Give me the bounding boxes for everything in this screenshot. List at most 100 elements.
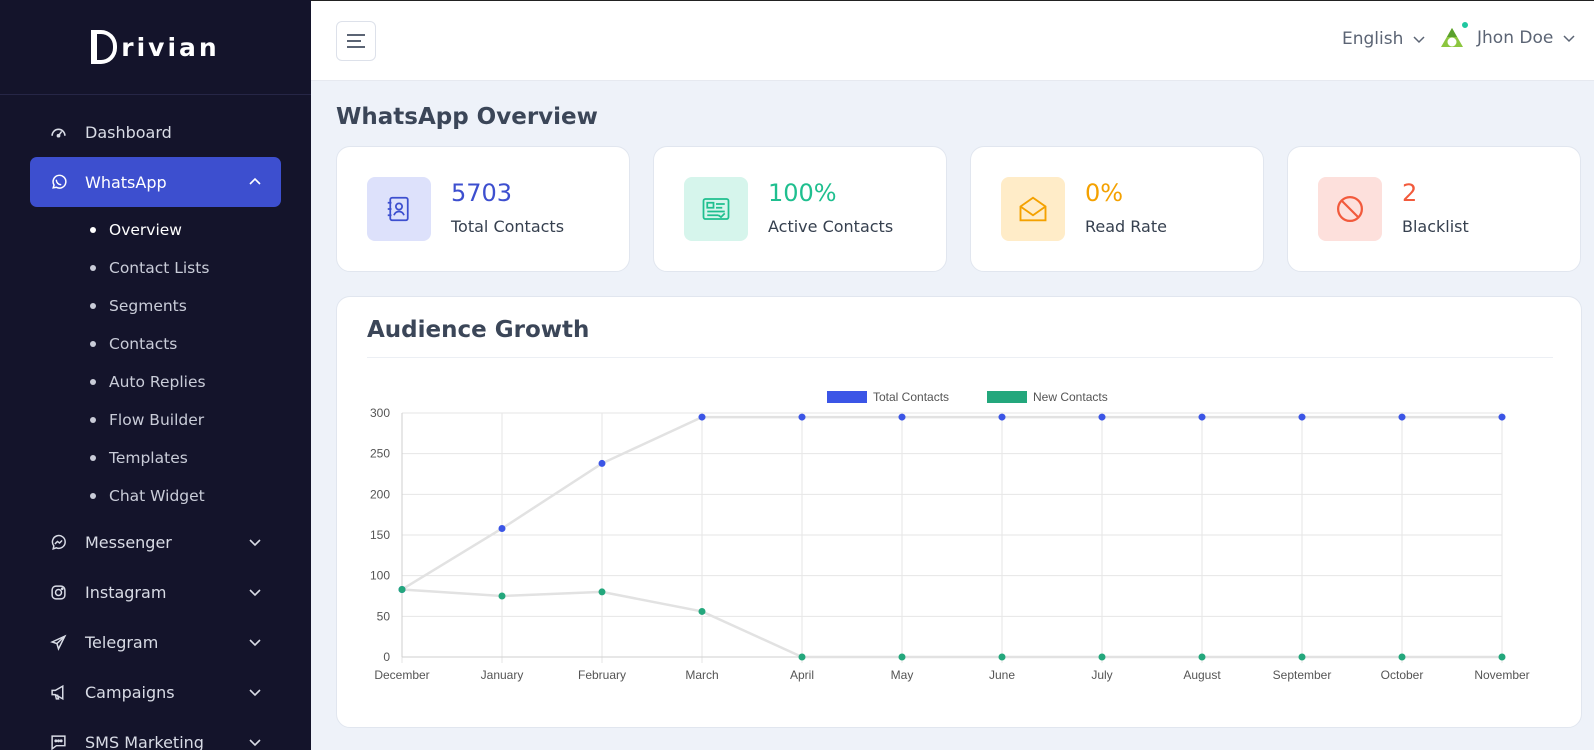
chevron-up-icon[interactable] <box>249 176 261 188</box>
submenu-item-label: Segments <box>109 297 187 315</box>
stat-label: Read Rate <box>1085 217 1167 236</box>
sidebar-item-sms-marketing[interactable]: SMS Marketing <box>30 717 281 750</box>
submenu-item-label: Contact Lists <box>109 259 210 277</box>
language-selector[interactable]: English <box>1342 29 1425 49</box>
sidebar-item-whatsapp[interactable]: WhatsApp <box>30 157 281 207</box>
sidebar-item-messenger[interactable]: Messenger <box>30 517 281 567</box>
x-tick-label: December <box>374 668 429 682</box>
avatar <box>1439 21 1469 51</box>
sidebar-item-dashboard[interactable]: Dashboard <box>30 107 281 157</box>
legend-swatch <box>987 391 1027 403</box>
stat-label: Total Contacts <box>451 217 565 236</box>
chevron-down-icon <box>1563 35 1575 43</box>
y-tick-label: 200 <box>370 487 390 501</box>
submenu-item-contact-lists[interactable]: Contact Lists <box>0 249 311 287</box>
x-tick-label: April <box>790 668 814 682</box>
submenu-item-templates[interactable]: Templates <box>0 439 311 477</box>
data-point <box>898 413 906 421</box>
sidebar-item-label: Messenger <box>85 532 172 552</box>
legend-label: Total Contacts <box>873 390 949 404</box>
data-point <box>698 607 706 615</box>
x-tick-label: November <box>1474 668 1529 682</box>
user-name: Jhon Doe <box>1477 28 1554 48</box>
x-tick-label: May <box>891 668 914 682</box>
data-point <box>898 653 906 661</box>
data-point <box>798 653 806 661</box>
chevron-down-icon[interactable] <box>249 536 261 548</box>
brand-logo[interactable]: rivian <box>91 30 219 64</box>
data-point <box>1298 653 1306 661</box>
data-point <box>798 413 806 421</box>
submenu-item-overview[interactable]: Overview <box>0 211 311 249</box>
data-point <box>498 592 506 600</box>
bullet-icon <box>90 303 96 309</box>
sidebar-nav: Dashboard WhatsApp Overview Contact List… <box>0 95 311 750</box>
sidebar-item-label: Instagram <box>85 582 167 602</box>
sidebar-item-campaigns[interactable]: Campaigns <box>30 667 281 717</box>
data-point <box>998 653 1006 661</box>
submenu-item-contacts[interactable]: Contacts <box>0 325 311 363</box>
sidebar-item-telegram[interactable]: Telegram <box>30 617 281 667</box>
data-point <box>498 524 506 532</box>
series-line <box>401 588 1502 659</box>
y-tick-label: 50 <box>377 609 391 623</box>
whatsapp-submenu: Overview Contact Lists Segments Contacts… <box>0 211 311 515</box>
data-point <box>1498 413 1506 421</box>
data-point <box>598 588 606 596</box>
block-icon <box>1318 177 1382 241</box>
data-point <box>1098 653 1106 661</box>
bullet-icon <box>90 455 96 461</box>
instagram-icon <box>50 584 67 601</box>
x-tick-label: October <box>1381 668 1424 682</box>
stat-card-total-contacts: 5703 Total Contacts <box>336 146 630 272</box>
y-tick-label: 0 <box>383 650 390 664</box>
submenu-item-label: Templates <box>109 449 188 467</box>
submenu-item-auto-replies[interactable]: Auto Replies <box>0 363 311 401</box>
stat-value: 5703 <box>451 179 513 207</box>
bullet-icon <box>90 417 96 423</box>
megaphone-icon <box>50 684 67 701</box>
hamburger-icon <box>347 34 365 48</box>
submenu-item-chat-widget[interactable]: Chat Widget <box>0 477 311 515</box>
language-label: English <box>1342 29 1404 49</box>
stat-value: 0% <box>1085 179 1124 207</box>
messenger-icon <box>50 534 67 551</box>
chevron-down-icon[interactable] <box>249 586 261 598</box>
submenu-item-segments[interactable]: Segments <box>0 287 311 325</box>
bullet-icon <box>90 493 96 499</box>
page-title: WhatsApp Overview <box>336 104 598 130</box>
sidebar: rivian Dashboard WhatsApp Overview Conta… <box>0 0 311 750</box>
y-tick-label: 150 <box>370 528 390 542</box>
stat-label: Blacklist <box>1402 217 1469 236</box>
legend-swatch <box>827 391 867 403</box>
open-envelope-icon <box>1001 177 1065 241</box>
menu-toggle-button[interactable] <box>336 21 376 61</box>
sidebar-item-instagram[interactable]: Instagram <box>30 567 281 617</box>
user-menu[interactable]: Jhon Doe <box>1439 21 1575 51</box>
series-line <box>401 415 1502 591</box>
x-tick-label: July <box>1091 668 1112 682</box>
chevron-down-icon <box>1413 36 1425 44</box>
chevron-down-icon[interactable] <box>249 736 261 748</box>
data-point <box>398 585 406 593</box>
sidebar-item-label: SMS Marketing <box>85 732 204 750</box>
data-point <box>1298 413 1306 421</box>
bullet-icon <box>90 379 96 385</box>
x-tick-label: January <box>481 668 524 682</box>
stat-card-blacklist: 2 Blacklist <box>1287 146 1581 272</box>
data-point <box>1398 413 1406 421</box>
bullet-icon <box>90 341 96 347</box>
data-point <box>1398 653 1406 661</box>
data-point <box>698 413 706 421</box>
data-point <box>1198 653 1206 661</box>
chevron-down-icon[interactable] <box>249 636 261 648</box>
sidebar-item-label: Dashboard <box>85 122 172 142</box>
brand-name: rivian <box>121 32 220 62</box>
y-tick-label: 250 <box>370 447 390 461</box>
whatsapp-icon <box>50 174 67 191</box>
x-tick-label: August <box>1183 668 1221 682</box>
chevron-down-icon[interactable] <box>249 686 261 698</box>
submenu-item-label: Auto Replies <box>109 373 206 391</box>
x-tick-label: September <box>1273 668 1332 682</box>
submenu-item-flow-builder[interactable]: Flow Builder <box>0 401 311 439</box>
